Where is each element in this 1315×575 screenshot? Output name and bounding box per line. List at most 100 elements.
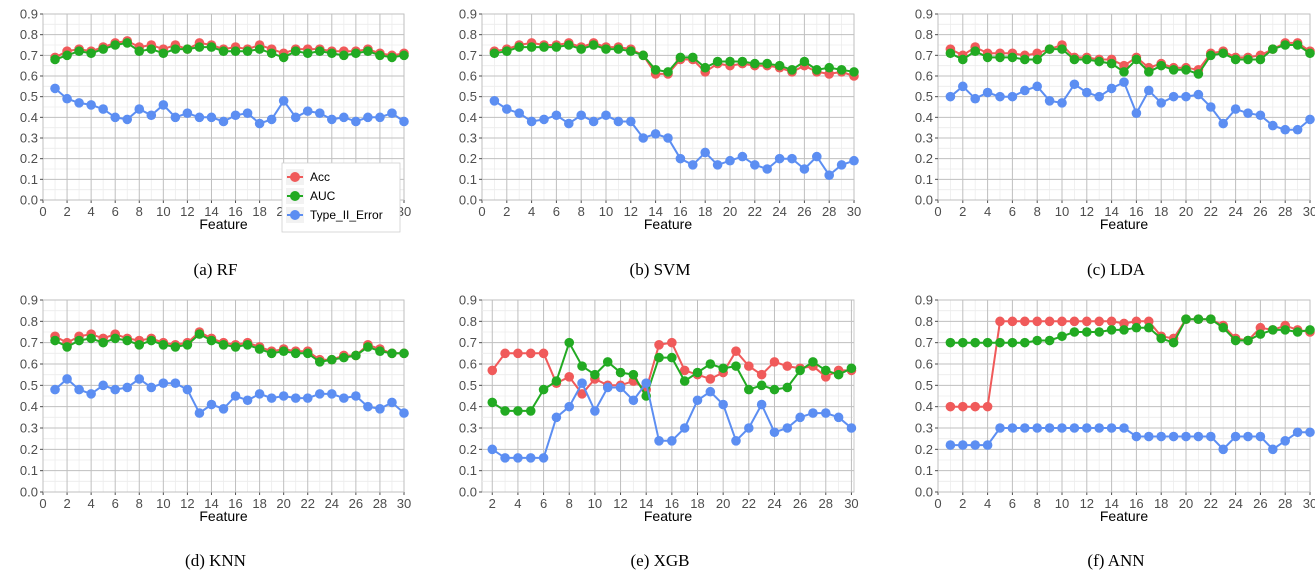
data-point-Acc — [705, 374, 716, 384]
y-tick-label: 0.6 — [915, 357, 933, 372]
data-point-Acc — [1057, 316, 1067, 327]
x-tick-label: 20 — [1179, 496, 1193, 511]
data-point-Acc — [995, 316, 1005, 327]
data-point-Type_II_Error — [351, 116, 361, 127]
x-tick-label: 28 — [1278, 204, 1292, 219]
data-point-Acc — [945, 401, 956, 412]
data-point-Type_II_Error — [110, 384, 120, 395]
data-point-AUC — [206, 42, 217, 52]
x-tick-label: 10 — [588, 496, 602, 511]
data-point-Type_II_Error — [1218, 118, 1228, 129]
data-point-Type_II_Error — [122, 382, 133, 393]
data-point-AUC — [1094, 56, 1104, 67]
data-point-Type_II_Error — [1094, 91, 1104, 102]
data-point-Type_II_Error — [836, 160, 847, 170]
data-point-AUC — [1119, 67, 1129, 77]
data-point-Type_II_Error — [399, 408, 409, 418]
y-tick-label: 0.0 — [459, 485, 477, 500]
data-point-Type_II_Error — [218, 404, 229, 414]
y-tick-label: 0.6 — [915, 69, 933, 84]
data-point-AUC — [667, 352, 677, 363]
data-point-AUC — [487, 397, 498, 408]
data-point-Acc — [769, 357, 780, 367]
data-point-Type_II_Error — [1020, 423, 1030, 433]
data-point-AUC — [1144, 67, 1154, 77]
data-point-Type_II_Error — [302, 106, 313, 116]
data-point-AUC — [1106, 58, 1117, 69]
series-AUC — [945, 314, 1315, 348]
data-point-Type_II_Error — [230, 391, 241, 401]
data-point-AUC — [62, 342, 72, 352]
x-tick-label: 2 — [63, 496, 70, 511]
data-point-Type_II_Error — [654, 436, 664, 446]
data-point-Type_II_Error — [1007, 91, 1018, 102]
data-point-Type_II_Error — [387, 108, 397, 118]
data-point-AUC — [1032, 54, 1042, 65]
data-point-Type_II_Error — [945, 440, 956, 450]
data-point-Type_II_Error — [266, 393, 277, 403]
x-tick-label: 4 — [528, 204, 535, 219]
data-point-AUC — [1255, 329, 1266, 339]
data-point-Type_II_Error — [1193, 89, 1204, 100]
data-point-Type_II_Error — [170, 378, 181, 389]
data-point-AUC — [679, 376, 690, 386]
data-point-Type_II_Error — [1292, 124, 1303, 135]
x-tick-label: 12 — [1080, 496, 1094, 511]
y-tick-label: 0.8 — [915, 314, 933, 329]
data-point-AUC — [1156, 333, 1166, 344]
data-point-Type_II_Error — [782, 423, 793, 433]
x-tick-label: 6 — [112, 496, 119, 511]
data-point-Type_II_Error — [737, 151, 748, 162]
data-point-Type_II_Error — [538, 453, 549, 463]
data-point-Type_II_Error — [1144, 85, 1154, 96]
data-point-AUC — [351, 350, 361, 361]
data-point-Type_II_Error — [539, 114, 549, 125]
data-point-Type_II_Error — [576, 110, 586, 121]
y-tick-label: 0.6 — [459, 69, 477, 84]
data-point-AUC — [787, 65, 797, 75]
x-tick-label: 0 — [39, 496, 46, 511]
legend-label-Acc: Acc — [310, 170, 330, 184]
y-tick-label: 0.2 — [915, 442, 933, 457]
data-point-AUC — [62, 50, 72, 61]
y-tick-label: 0.6 — [20, 357, 38, 372]
legend-label-Type_II_Error: Type_II_Error — [310, 208, 383, 222]
data-point-Type_II_Error — [700, 147, 710, 158]
x-axis-title: Feature — [644, 508, 692, 524]
data-point-Type_II_Error — [525, 453, 536, 463]
x-tick-label: 18 — [252, 496, 266, 511]
data-point-Type_II_Error — [1156, 98, 1166, 108]
data-point-AUC — [564, 337, 575, 348]
data-point-Type_II_Error — [242, 108, 253, 118]
data-point-Type_II_Error — [1156, 431, 1166, 442]
x-tick-label: 16 — [1129, 204, 1143, 219]
data-point-AUC — [1218, 48, 1228, 59]
y-tick-label: 0.6 — [459, 357, 477, 372]
data-point-Type_II_Error — [327, 114, 337, 125]
data-point-Type_II_Error — [1082, 423, 1092, 433]
data-point-AUC — [1131, 54, 1142, 65]
y-tick-label: 0.2 — [915, 151, 933, 166]
data-point-AUC — [1268, 44, 1278, 54]
x-tick-label: 2 — [959, 204, 966, 219]
data-point-Type_II_Error — [1057, 423, 1067, 433]
data-point-AUC — [1181, 65, 1191, 75]
data-point-Type_II_Error — [564, 118, 574, 129]
data-point-AUC — [1044, 335, 1055, 346]
data-point-Type_II_Error — [750, 160, 760, 170]
y-tick-label: 0.5 — [459, 378, 477, 393]
data-point-AUC — [588, 40, 599, 50]
x-tick-label: 22 — [748, 204, 762, 219]
data-point-Type_II_Error — [375, 112, 385, 123]
data-point-Acc — [1094, 316, 1104, 327]
data-point-Type_II_Error — [1168, 91, 1179, 102]
data-point-Type_II_Error — [339, 112, 349, 123]
data-point-Type_II_Error — [1218, 444, 1228, 455]
x-tick-label: 12 — [613, 496, 627, 511]
data-point-AUC — [663, 67, 673, 77]
legend-key-marker — [290, 191, 300, 201]
data-point-Acc — [487, 365, 498, 376]
data-point-Type_II_Error — [254, 389, 265, 399]
data-point-AUC — [808, 357, 818, 367]
data-point-Type_II_Error — [982, 87, 993, 98]
